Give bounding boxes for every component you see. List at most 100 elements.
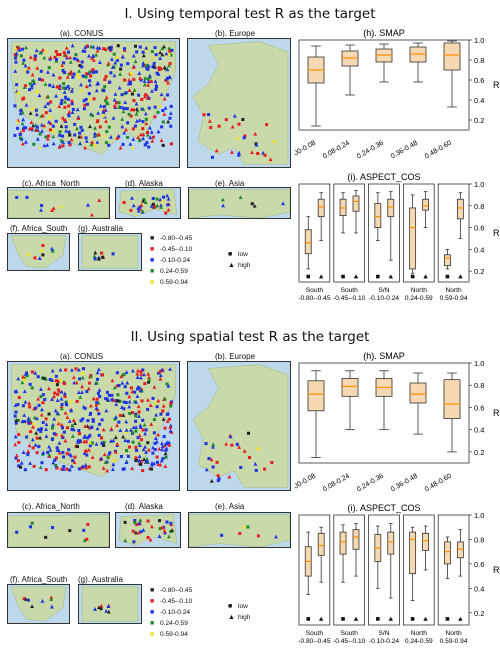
station-triangle-icon [133, 530, 138, 535]
group-frame [403, 514, 435, 626]
station-triangle-icon [138, 423, 143, 428]
station-square-icon [128, 411, 132, 416]
chart-aspect-cos-1: (i). ASPECT_COS0.20.40.60.81.0RSouth-0.8… [298, 172, 500, 302]
station-triangle-icon [92, 254, 97, 258]
station-triangle-icon [57, 450, 62, 455]
station-square-icon [99, 607, 103, 611]
station-square-icon [102, 47, 106, 51]
station-square-icon [32, 464, 36, 468]
station-triangle-icon [170, 528, 175, 532]
station-triangle-icon [133, 59, 138, 64]
station-triangle-icon [97, 605, 101, 610]
map-canvas [79, 234, 141, 270]
station-square-icon [145, 460, 149, 464]
station-square-icon [123, 385, 127, 389]
station-square-icon [145, 63, 149, 67]
station-triangle-icon [160, 52, 165, 57]
station-square-icon [113, 104, 117, 108]
station-triangle-icon [89, 212, 94, 217]
station-triangle-icon [150, 138, 155, 143]
station-square-icon [129, 208, 133, 212]
map-conus [7, 38, 180, 168]
station-triangle-icon [104, 119, 108, 123]
station-square-icon [119, 454, 123, 459]
station-square-icon [165, 382, 169, 386]
station-triangle-icon [159, 205, 163, 209]
station-triangle-icon [94, 441, 99, 446]
station-triangle-icon [121, 413, 126, 417]
station-triangle-icon [159, 203, 163, 208]
station-square-icon [88, 381, 92, 385]
station-square-icon [60, 426, 65, 430]
station-square-icon [51, 526, 55, 530]
station-triangle-icon [101, 109, 106, 114]
station-triangle-icon [167, 52, 172, 57]
land [189, 514, 290, 547]
station-triangle-icon [136, 206, 141, 211]
station-square-icon [13, 104, 17, 108]
triangle-icon [318, 274, 324, 279]
bin-swatch-icon: ■ [150, 268, 155, 275]
group-label: North [411, 630, 427, 637]
station-square-icon [33, 54, 37, 58]
station-square-icon [63, 71, 67, 75]
station-triangle-icon [95, 426, 100, 431]
y-tick-label: 0.6 [474, 224, 484, 233]
station-square-icon [91, 418, 95, 422]
station-square-icon [155, 405, 159, 409]
station-triangle-icon [75, 107, 80, 112]
station-triangle-icon [30, 604, 34, 609]
station-square-icon [79, 419, 83, 423]
station-triangle-icon [50, 422, 55, 427]
station-triangle-icon [126, 81, 131, 86]
station-triangle-icon [27, 65, 31, 70]
station-square-icon [41, 420, 45, 425]
station-triangle-icon [23, 139, 28, 144]
square-icon: ■ [228, 603, 233, 610]
station-triangle-icon [55, 398, 60, 403]
station-triangle-icon [55, 465, 60, 470]
bin-swatch-icon: ■ [150, 609, 155, 616]
station-square-icon [68, 400, 73, 404]
y-tick-label: 0.4 [474, 426, 484, 435]
station-square-icon [84, 440, 88, 444]
station-triangle-icon [136, 135, 141, 139]
station-square-icon [88, 444, 92, 448]
station-square-icon [151, 135, 155, 139]
station-triangle-icon [40, 598, 45, 603]
station-triangle-icon [130, 466, 135, 471]
station-triangle-icon [204, 467, 209, 472]
station-square-icon [90, 141, 94, 145]
station-triangle-icon [19, 460, 24, 465]
station-square-icon [63, 105, 67, 109]
station-triangle-icon [144, 59, 149, 63]
station-square-icon [40, 78, 45, 82]
station-square-icon [110, 398, 114, 402]
station-triangle-icon [228, 434, 233, 439]
group-label: South [306, 287, 324, 294]
station-triangle-icon [119, 374, 124, 379]
station-square-icon [119, 63, 123, 67]
station-square-icon [155, 455, 159, 459]
station-triangle-icon [141, 132, 146, 137]
legend-bins-1: ■ -0.80--0.45 ■ -0.45--0.10 ■ -0.10-0.24 ■ 0… [150, 235, 193, 286]
station-triangle-icon [137, 454, 142, 458]
station-square-icon [64, 86, 68, 90]
station-square-icon [170, 48, 174, 52]
station-triangle-icon [124, 127, 128, 132]
station-square-icon [41, 243, 45, 248]
station-triangle-icon [40, 122, 44, 127]
station-square-icon [17, 433, 21, 437]
station-triangle-icon [151, 54, 156, 59]
station-square-icon [163, 426, 167, 430]
station-triangle-icon [33, 370, 38, 375]
station-square-icon [85, 72, 89, 76]
station-triangle-icon [120, 405, 124, 409]
station-square-icon [168, 116, 172, 120]
map-canvas [8, 585, 69, 623]
station-square-icon [134, 412, 138, 416]
station-square-icon [130, 92, 134, 96]
station-triangle-icon [58, 65, 63, 70]
station-square-icon [152, 418, 156, 422]
station-square-icon [166, 93, 170, 97]
